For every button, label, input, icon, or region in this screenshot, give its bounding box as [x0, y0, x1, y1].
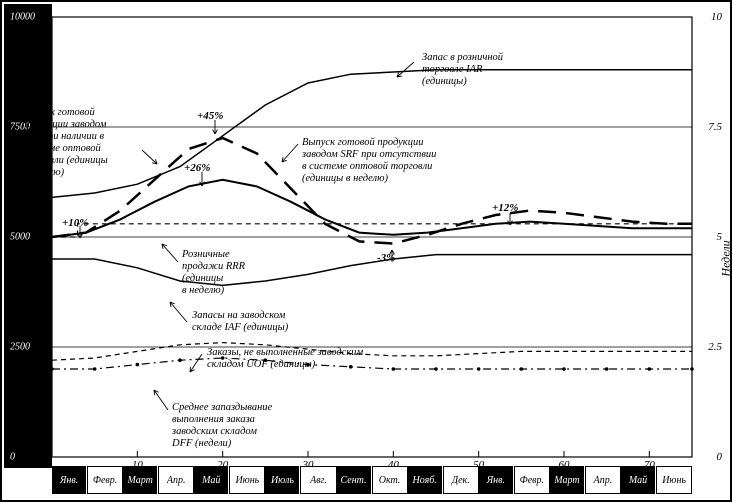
- month-cell: Нояб.: [408, 466, 443, 494]
- month-cell: Окт.: [372, 466, 408, 494]
- month-cell: Июнь: [229, 466, 265, 494]
- series-label-UOF: Заказы, не выполненные заводским складом…: [207, 347, 363, 371]
- pct-label: +10%: [62, 217, 88, 229]
- series-label-DFF: Среднее запаздывание выполнения заказа з…: [172, 402, 272, 450]
- pct-label: -3%: [377, 252, 395, 264]
- series-label-IAF: Запасы на заводском складе IAF (единицы): [192, 310, 288, 334]
- month-cell: Янв.: [479, 466, 514, 494]
- month-cell: Дек.: [443, 466, 479, 494]
- month-cell: Авг.: [300, 466, 336, 494]
- month-cell: Апр.: [158, 466, 194, 494]
- y-tick-left: 0: [10, 452, 15, 463]
- pct-label: +12%: [492, 202, 518, 214]
- month-cell: Апр.: [585, 466, 621, 494]
- pct-label: +26%: [184, 162, 210, 174]
- month-cell: Май: [621, 466, 656, 494]
- month-cell: Сент.: [337, 466, 372, 494]
- series-label-IAR: Запас в розничной торговле IAR (единицы): [422, 52, 503, 88]
- y-tick-left: 2500: [10, 342, 30, 353]
- y-tick-right: 0: [717, 451, 723, 463]
- month-cell: Март: [550, 466, 585, 494]
- y-tick-left: 5000: [10, 232, 30, 243]
- plot-svg: [2, 2, 732, 504]
- pct-label: +45%: [197, 110, 223, 122]
- y-tick-right: 10: [711, 11, 722, 23]
- month-cell: Февр.: [514, 466, 550, 494]
- month-cell: Март: [123, 466, 158, 494]
- y-axis-right-label: Недели: [719, 240, 732, 276]
- y-tick-left: 10000: [10, 12, 35, 23]
- y-tick-right: 7.5: [708, 121, 722, 133]
- month-cell: Май: [194, 466, 229, 494]
- month-cell: Янв.: [52, 466, 87, 494]
- month-cell: Июль: [265, 466, 300, 494]
- month-cell: Июнь: [656, 466, 692, 494]
- month-cell: Февр.: [87, 466, 123, 494]
- series-label-SRF_without: Выпуск готовой продукции заводом SRF при…: [302, 137, 436, 185]
- series-label-RRR: Розничные продажи RRR (единицы в неделю): [182, 249, 245, 297]
- chart-frame: Недели 02.557.510 025005000750010000 102…: [0, 0, 732, 502]
- y-tick-right: 5: [717, 231, 723, 243]
- series-label-SRF_with: Выпуск готовой продукции заводом SRF при…: [22, 107, 108, 179]
- y-tick-right: 2.5: [708, 341, 722, 353]
- x-axis-month-band: Янв.Февр.МартАпр.МайИюньИюльАвг.Сент.Окт…: [52, 466, 692, 494]
